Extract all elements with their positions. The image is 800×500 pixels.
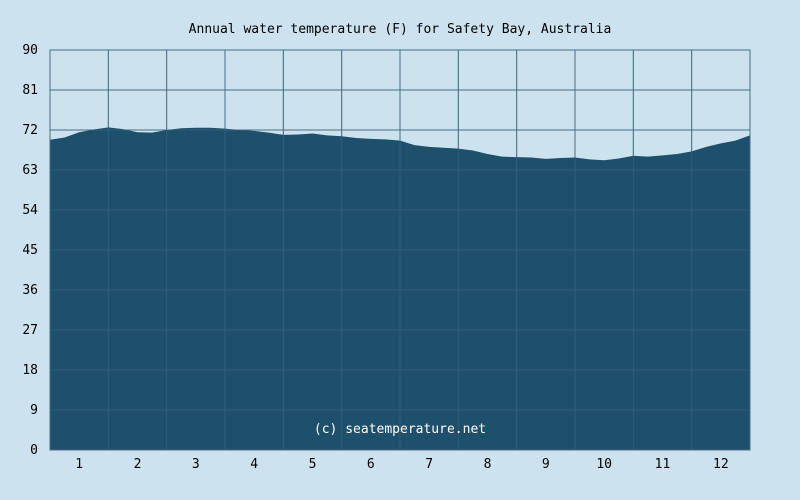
x-tick-label: 12 bbox=[713, 457, 729, 472]
y-tick-label: 45 bbox=[22, 243, 38, 258]
x-tick-label: 11 bbox=[655, 457, 671, 472]
x-tick-label: 5 bbox=[309, 457, 317, 472]
watermark: (c) seatemperature.net bbox=[314, 422, 486, 437]
y-tick-label: 54 bbox=[22, 203, 38, 218]
y-tick-label: 90 bbox=[22, 43, 38, 58]
x-tick-label: 10 bbox=[596, 457, 612, 472]
y-tick-label: 36 bbox=[22, 283, 38, 298]
x-tick-label: 2 bbox=[134, 457, 142, 472]
chart-title: Annual water temperature (F) for Safety … bbox=[189, 22, 612, 37]
y-tick-label: 18 bbox=[22, 363, 38, 378]
y-tick-label: 9 bbox=[30, 403, 38, 418]
x-tick-label: 1 bbox=[75, 457, 83, 472]
x-axis-ticks: 1 2 3 4 5 6 7 8 9 10 11 12 bbox=[75, 457, 728, 472]
y-tick-label: 81 bbox=[22, 83, 38, 98]
x-tick-label: 9 bbox=[542, 457, 550, 472]
temperature-area bbox=[50, 127, 750, 450]
x-tick-label: 7 bbox=[425, 457, 433, 472]
plot-border bbox=[49, 49, 751, 451]
grid-lines-over-area bbox=[50, 49, 750, 451]
y-tick-label: 27 bbox=[22, 323, 38, 338]
y-axis-ticks: 0 9 18 27 36 45 54 63 72 81 90 bbox=[22, 43, 38, 458]
x-tick-label: 8 bbox=[484, 457, 492, 472]
y-tick-label: 63 bbox=[22, 163, 38, 178]
y-tick-label: 72 bbox=[22, 123, 38, 138]
x-tick-label: 3 bbox=[192, 457, 200, 472]
x-tick-label: 6 bbox=[367, 457, 375, 472]
x-tick-label: 4 bbox=[250, 457, 258, 472]
y-tick-label: 0 bbox=[30, 443, 38, 458]
